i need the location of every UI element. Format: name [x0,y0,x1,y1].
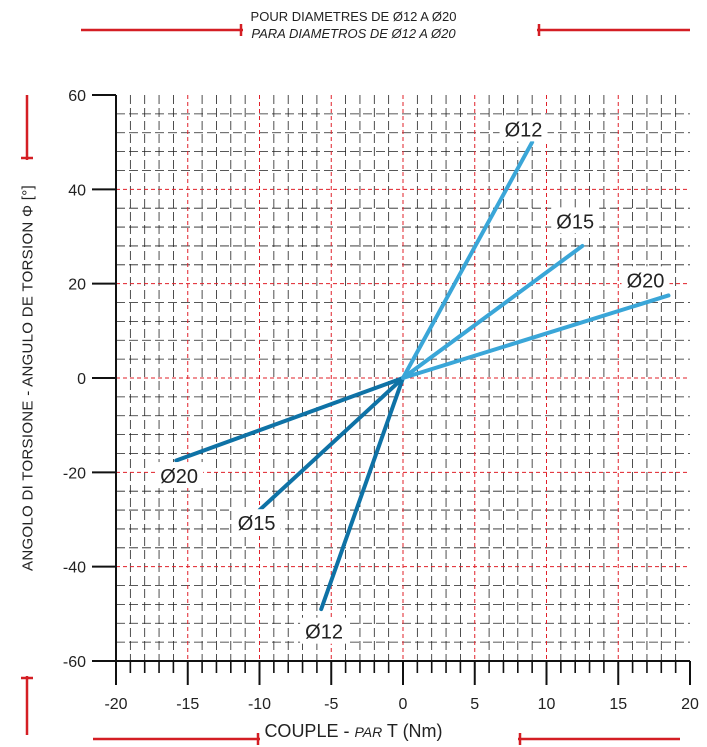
chart-title-line1: POUR DIAMETRES DE Ø12 A Ø20 [250,9,457,24]
x-tick-label: 5 [470,696,479,713]
series-label-bg [499,115,548,142]
series-label-positive: Ø20 [627,270,665,292]
x-axis-label-rest: T (Nm) [382,721,443,741]
x-tick-label: -5 [324,696,338,713]
series-label-bg [551,207,600,234]
x-axis-label-main: COUPLE - [264,721,355,741]
y-tick-label: 60 [68,88,86,105]
y-tick-label: -20 [63,465,86,482]
x-tick-label: -15 [176,696,199,713]
x-axis-label-italic: PAR [354,724,383,740]
chart-title-line2: PARA DIAMETROS DE Ø12 A Ø20 [251,26,456,41]
x-tick-label: 20 [681,696,699,713]
x-tick-label: -10 [248,696,271,713]
y-axis-label: ANGOLO DI TORSIONE - ANGULO DE TORSION Φ… [19,185,37,571]
series-label-bg [155,462,204,489]
y-tick-label: -60 [63,654,86,671]
series-label-negative: Ø20 [160,466,198,488]
x-tick-label: 15 [609,696,627,713]
series-label-bg [232,509,281,536]
x-tick-label: 0 [399,696,408,713]
series-label-positive: Ø15 [556,211,594,233]
series-label-bg [621,266,670,293]
x-tick-label: 10 [538,696,556,713]
x-axis-label: COUPLE - PAR T (Nm) [0,721,707,742]
series-label-bg [300,617,349,644]
series-line-positive [401,293,671,380]
y-tick-label: 20 [68,277,86,294]
y-tick-label: 0 [77,371,86,388]
series-label-negative: Ø15 [238,513,276,535]
series-line-negative [319,376,405,612]
y-tick-label: 40 [68,182,86,199]
x-tick-label: -20 [104,696,127,713]
series-label-positive: Ø12 [505,119,543,141]
series-line-positive [401,243,585,380]
series-line-positive [401,140,535,380]
y-tick-label: -40 [63,560,86,577]
chart-title: POUR DIAMETRES DE Ø12 A Ø20 PARA DIAMETR… [0,8,707,42]
series-line-negative [174,376,405,463]
series-line-negative [257,376,405,513]
series-label-negative: Ø12 [305,622,343,644]
